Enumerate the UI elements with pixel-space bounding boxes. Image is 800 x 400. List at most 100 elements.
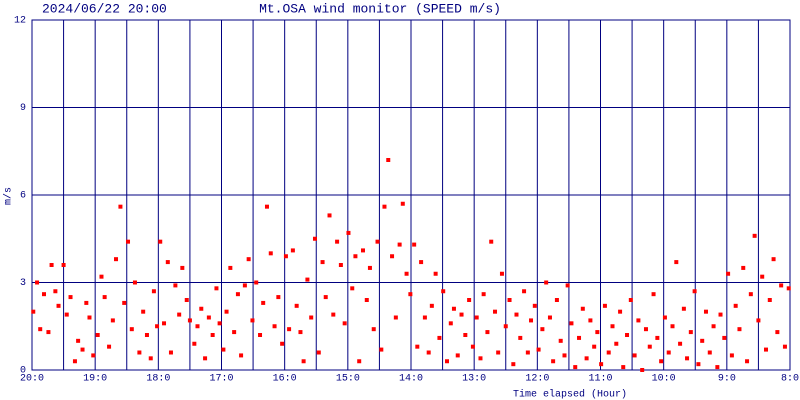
- point: [775, 330, 780, 335]
- point: [518, 335, 523, 340]
- point: [786, 286, 791, 291]
- point: [692, 289, 697, 294]
- point: [386, 158, 391, 162]
- point: [393, 315, 398, 320]
- point: [499, 271, 504, 276]
- point: [525, 350, 530, 355]
- point: [235, 292, 240, 297]
- point: [56, 303, 61, 308]
- point: [364, 298, 369, 302]
- point: [283, 254, 288, 259]
- point: [102, 295, 107, 300]
- point: [331, 312, 336, 317]
- point: [493, 309, 498, 314]
- y-tick-label: 9: [20, 103, 26, 114]
- point: [320, 260, 325, 265]
- point: [49, 263, 54, 267]
- point: [707, 350, 712, 355]
- point: [38, 327, 43, 332]
- point: [53, 289, 58, 294]
- point: [782, 344, 787, 349]
- point: [767, 298, 772, 302]
- point: [544, 280, 549, 285]
- x-tick-label: 11:0: [588, 374, 612, 385]
- point: [371, 327, 376, 332]
- point: [670, 324, 675, 329]
- point: [327, 213, 332, 218]
- point: [323, 295, 328, 300]
- point: [72, 359, 77, 364]
- point: [91, 353, 96, 358]
- point: [338, 263, 343, 267]
- point: [118, 204, 123, 209]
- point: [99, 274, 104, 279]
- point: [187, 318, 192, 323]
- point: [602, 303, 607, 308]
- x-tick-label: 19:0: [83, 374, 107, 385]
- point: [662, 315, 667, 320]
- point: [151, 289, 156, 294]
- point: [489, 239, 494, 244]
- point: [228, 265, 233, 270]
- point: [514, 312, 519, 317]
- point: [729, 353, 734, 358]
- point: [655, 335, 660, 340]
- x-tick-label: 14:0: [399, 374, 423, 385]
- point: [621, 365, 626, 370]
- point: [382, 204, 387, 209]
- point: [141, 309, 146, 314]
- point: [254, 280, 259, 285]
- point: [496, 350, 501, 355]
- point: [180, 265, 185, 270]
- point: [678, 341, 683, 346]
- point: [350, 286, 355, 291]
- point: [342, 321, 347, 326]
- point: [711, 324, 716, 329]
- point: [214, 286, 219, 291]
- point: [309, 315, 314, 320]
- point: [606, 350, 611, 355]
- point: [206, 315, 211, 320]
- point: [618, 309, 623, 314]
- point: [184, 298, 189, 302]
- point: [272, 324, 277, 329]
- point: [659, 359, 664, 364]
- point: [31, 309, 36, 314]
- x-tick-label: 10:0: [652, 374, 676, 385]
- point: [412, 242, 417, 247]
- point: [592, 344, 597, 349]
- point: [441, 289, 446, 294]
- point: [422, 315, 427, 320]
- point: [217, 321, 222, 326]
- point: [42, 292, 47, 297]
- point: [588, 318, 593, 323]
- point: [511, 362, 516, 367]
- point: [305, 277, 310, 282]
- point: [239, 353, 244, 358]
- point: [688, 330, 693, 335]
- point: [360, 248, 365, 253]
- point: [771, 257, 776, 262]
- point: [448, 321, 453, 326]
- point: [95, 333, 100, 337]
- point: [76, 338, 81, 343]
- point: [529, 318, 534, 323]
- chart-title: Mt.OSA wind monitor (SPEED m/s): [259, 1, 501, 16]
- point: [419, 260, 424, 265]
- point: [276, 295, 281, 300]
- point: [532, 303, 537, 308]
- point: [294, 303, 299, 308]
- point: [301, 359, 306, 364]
- point: [547, 315, 552, 320]
- x-tick-label: 17:0: [209, 374, 233, 385]
- point: [554, 298, 559, 302]
- point: [674, 260, 679, 265]
- point: [745, 359, 750, 364]
- x-tick-label: 15:0: [336, 374, 360, 385]
- point: [290, 248, 295, 253]
- point: [232, 330, 237, 335]
- point: [540, 327, 545, 332]
- point: [203, 356, 208, 361]
